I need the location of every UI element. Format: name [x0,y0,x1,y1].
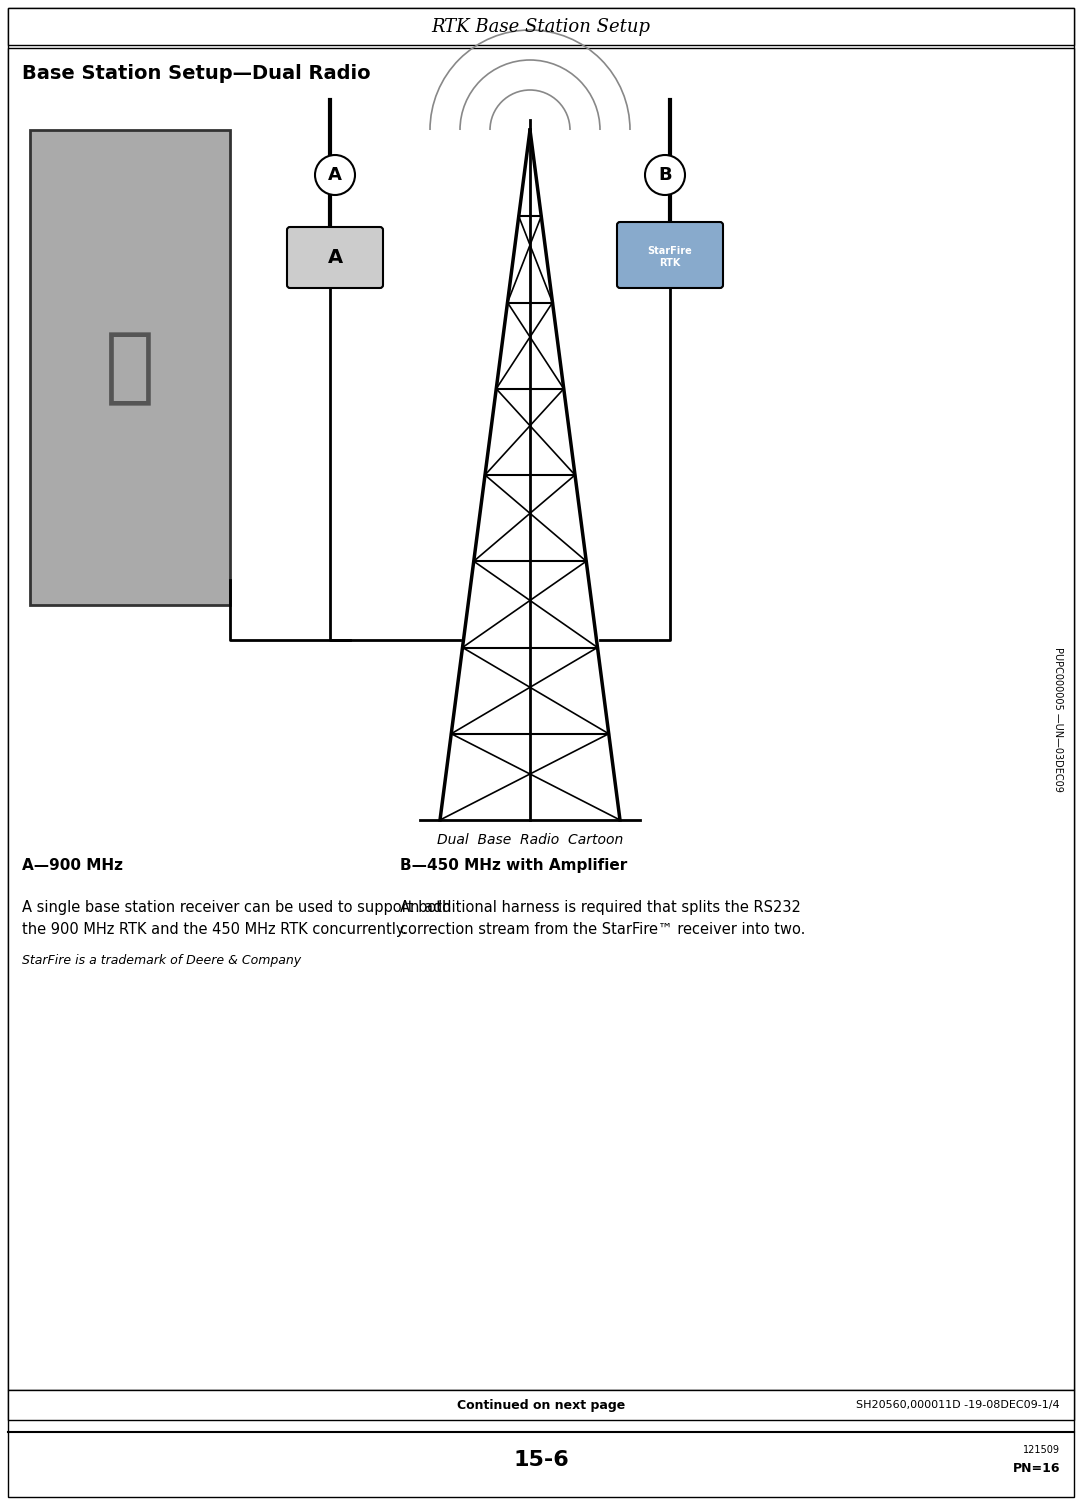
Text: A single base station receiver can be used to support both
the 900 MHz RTK and t: A single base station receiver can be us… [22,900,451,938]
Text: Continued on next page: Continued on next page [457,1398,625,1412]
Text: Base Station Setup—Dual Radio: Base Station Setup—Dual Radio [22,63,371,83]
Text: An additional harness is required that splits the RS232
correction stream from t: An additional harness is required that s… [400,900,805,938]
Text: PUPC000005 —UN—03DEC09: PUPC000005 —UN—03DEC09 [1053,647,1063,792]
Text: 15-6: 15-6 [513,1449,569,1470]
Bar [8,48,1074,1391]
Text: PN=16: PN=16 [1013,1461,1060,1475]
Text: A: A [328,247,343,266]
Circle shape [645,155,685,196]
Text: A—900 MHz: A—900 MHz [22,858,123,873]
Text: 121509: 121509 [1022,1445,1060,1455]
Text: StarFire
RTK: StarFire RTK [648,247,692,268]
Text: RTK Base Station Setup: RTK Base Station Setup [432,18,650,36]
Text: Dual  Base  Radio  Cartoon: Dual Base Radio Cartoon [437,832,623,847]
Text: B—450 MHz with Amplifier: B—450 MHz with Amplifier [400,858,628,873]
FancyBboxPatch shape [287,227,383,287]
Text: StarFire is a trademark of Deere & Company: StarFire is a trademark of Deere & Compa… [22,954,301,966]
Text: SH20560,000011D -19-08DEC09-1/4: SH20560,000011D -19-08DEC09-1/4 [856,1400,1060,1410]
Bar [8,1391,1074,1421]
Bar [8,8,1074,45]
Text: A: A [328,166,342,184]
Text: B: B [658,166,672,184]
Text: 📷: 📷 [105,327,155,408]
Circle shape [315,155,355,196]
Bar [30,129,230,605]
Bar [15,78,1065,829]
FancyBboxPatch shape [617,223,723,287]
